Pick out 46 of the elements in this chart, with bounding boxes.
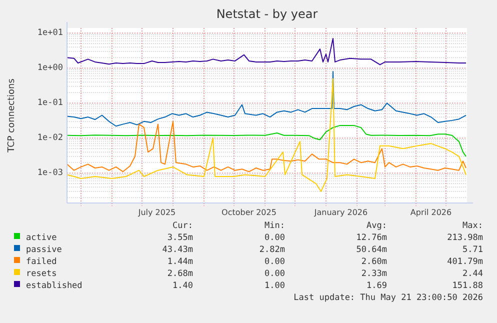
- legend-label: active: [26, 233, 57, 243]
- legend-label: failed: [26, 257, 57, 267]
- line-series: [66, 78, 466, 192]
- y-tick-label: 1e-02: [37, 133, 63, 144]
- text: 5.71: [462, 245, 483, 255]
- text: 3.55m: [167, 233, 193, 243]
- text: 1.00: [264, 281, 285, 291]
- chart-title: Netstat - by year: [216, 7, 318, 21]
- legend-label: established: [26, 281, 82, 291]
- text: 213.98m: [447, 233, 483, 243]
- text: Max:: [462, 221, 483, 231]
- x-tick-label: April 2026: [410, 208, 452, 217]
- x-tick-label: July 2025: [137, 208, 176, 217]
- y-axis-title: TCP connections: [7, 78, 17, 154]
- line-series: [66, 38, 466, 66]
- text: 151.88: [452, 281, 483, 291]
- text: 2.33m: [361, 269, 387, 279]
- text: 0.00: [264, 257, 285, 267]
- y-tick-label: 1e+00: [37, 63, 63, 74]
- text: 0.00: [264, 269, 285, 279]
- text: 43.43m: [162, 245, 193, 255]
- line-series: [66, 120, 466, 172]
- text: 401.79m: [447, 257, 483, 267]
- x-tick-label: January 2026: [313, 208, 368, 217]
- text: 1.44m: [167, 257, 193, 267]
- x-tick-label: October 2025: [222, 208, 276, 217]
- text: 2.68m: [167, 269, 193, 279]
- y-tick-label: 1e-01: [37, 98, 63, 108]
- text: 1.40: [172, 281, 193, 291]
- legend-label: resets: [26, 269, 57, 279]
- text: 12.76m: [356, 233, 387, 243]
- text: Avg:: [366, 221, 387, 231]
- text: 1.69: [366, 281, 387, 291]
- line-series: [66, 71, 466, 127]
- legend-label: passive: [26, 245, 62, 255]
- text: 2.60m: [361, 257, 387, 267]
- text: 2.44: [462, 269, 483, 279]
- y-tick-label: 1e-03: [37, 168, 63, 178]
- text: 0.00: [264, 233, 285, 243]
- y-tick-label: 1e+01: [37, 28, 63, 38]
- line-series: [66, 124, 466, 157]
- text: Last update: Thu May 21 23:00:50 2026: [294, 293, 483, 303]
- text: 2.82m: [259, 245, 285, 255]
- text: Cur:: [172, 221, 193, 231]
- text: 50.64m: [356, 245, 387, 255]
- text: Min:: [264, 221, 285, 231]
